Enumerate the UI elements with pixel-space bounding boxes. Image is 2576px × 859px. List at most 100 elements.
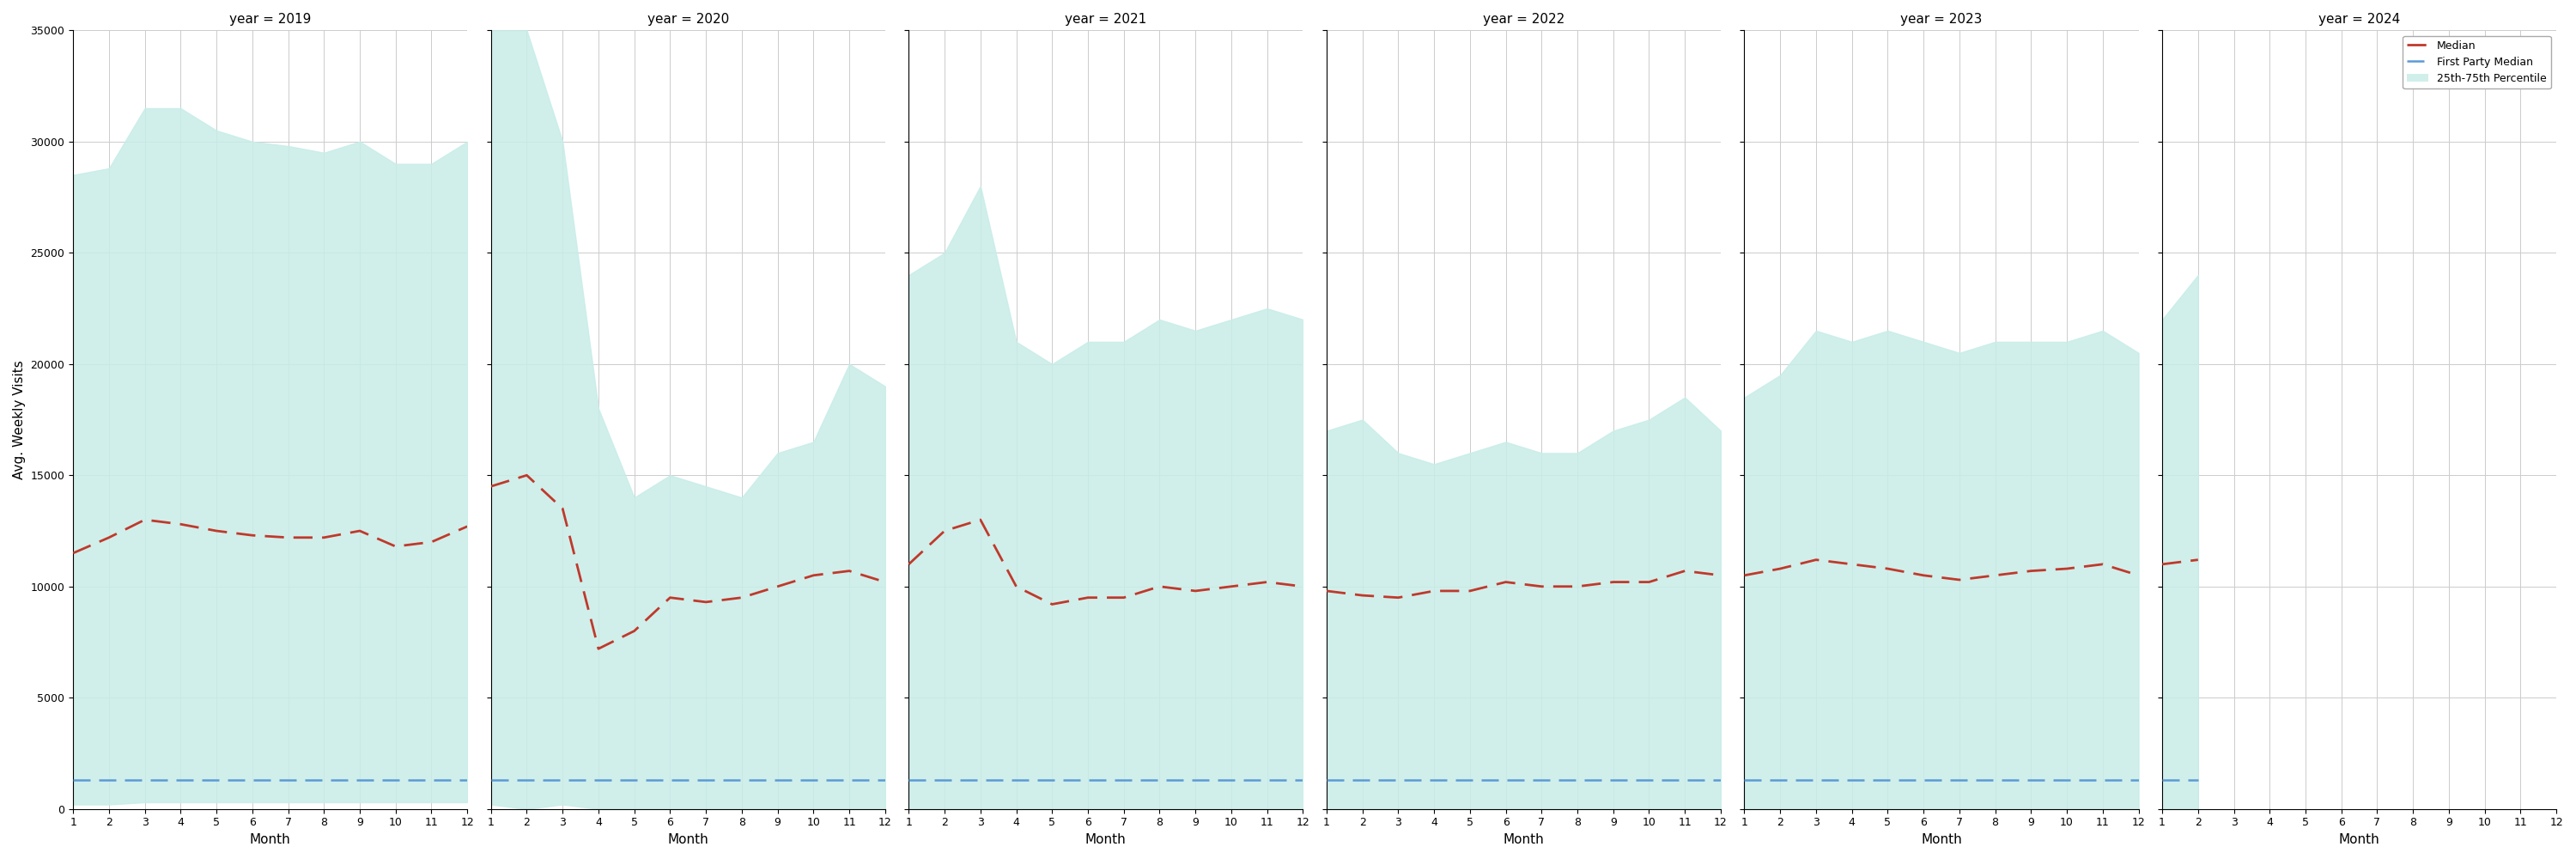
Median — [1347, 590, 1378, 600]
Median — [1419, 586, 1450, 596]
Median — [690, 597, 721, 607]
First Party Median — [2123, 775, 2154, 785]
Median — [1108, 593, 1139, 603]
First Party Median — [273, 775, 304, 785]
Median — [1837, 559, 1868, 570]
First Party Median — [1216, 775, 1247, 785]
Median — [451, 521, 482, 532]
Median — [309, 533, 340, 543]
Median — [57, 548, 88, 558]
First Party Median — [477, 775, 507, 785]
Median — [1561, 582, 1592, 592]
Median — [2014, 566, 2045, 576]
First Party Median — [201, 775, 232, 785]
First Party Median — [2014, 775, 2045, 785]
Median — [129, 515, 160, 525]
First Party Median — [1909, 775, 1940, 785]
X-axis label: Month: Month — [1084, 833, 1126, 846]
Median — [1525, 582, 1556, 592]
First Party Median — [345, 775, 376, 785]
First Party Median — [582, 775, 613, 785]
First Party Median — [451, 775, 482, 785]
First Party Median — [381, 775, 412, 785]
First Party Median — [1765, 775, 1795, 785]
Line: Median: Median — [1327, 571, 1721, 598]
First Party Median — [894, 775, 925, 785]
Median — [345, 526, 376, 536]
First Party Median — [1633, 775, 1664, 785]
First Party Median — [2087, 775, 2117, 785]
Median — [381, 541, 412, 551]
X-axis label: Month: Month — [1922, 833, 1963, 846]
First Party Median — [129, 775, 160, 785]
Y-axis label: Avg. Weekly Visits: Avg. Weekly Visits — [13, 360, 26, 479]
First Party Median — [309, 775, 340, 785]
First Party Median — [1252, 775, 1283, 785]
First Party Median — [2050, 775, 2081, 785]
First Party Median — [1873, 775, 1904, 785]
Line: Median: Median — [492, 475, 886, 649]
Median — [1383, 593, 1414, 603]
First Party Median — [799, 775, 829, 785]
Median — [1597, 577, 1628, 588]
First Party Median — [1347, 775, 1378, 785]
Median — [1728, 570, 1759, 581]
Median — [2182, 555, 2213, 565]
Median — [618, 626, 649, 637]
Median — [273, 533, 304, 543]
Median — [2123, 570, 2154, 581]
First Party Median — [1180, 775, 1211, 785]
First Party Median — [1525, 775, 1556, 785]
Median — [1252, 577, 1283, 588]
Median — [1492, 577, 1522, 588]
Median — [1311, 586, 1342, 596]
Title: year = 2024: year = 2024 — [2318, 13, 2401, 26]
First Party Median — [1383, 775, 1414, 785]
Median — [1705, 570, 1736, 581]
First Party Median — [1036, 775, 1066, 785]
Title: year = 2019: year = 2019 — [229, 13, 312, 26]
Median — [546, 503, 577, 514]
Median — [201, 526, 232, 536]
X-axis label: Month: Month — [250, 833, 291, 846]
Title: year = 2022: year = 2022 — [1484, 13, 1564, 26]
Median — [2146, 559, 2177, 570]
Title: year = 2023: year = 2023 — [1901, 13, 1984, 26]
Median — [1036, 599, 1066, 609]
First Party Median — [930, 775, 961, 785]
Median — [510, 470, 541, 480]
First Party Median — [690, 775, 721, 785]
Median — [477, 481, 507, 491]
First Party Median — [1144, 775, 1175, 785]
Median — [1765, 564, 1795, 574]
First Party Median — [237, 775, 268, 785]
First Party Median — [1072, 775, 1103, 785]
First Party Median — [835, 775, 866, 785]
Median — [1873, 564, 1904, 574]
Median — [762, 582, 793, 592]
First Party Median — [1728, 775, 1759, 785]
Title: year = 2021: year = 2021 — [1064, 13, 1146, 26]
First Party Median — [1311, 775, 1342, 785]
X-axis label: Month: Month — [2339, 833, 2380, 846]
Line: Median: Median — [2161, 560, 2197, 564]
Median — [1288, 582, 1319, 592]
Line: Median: Median — [1744, 560, 2138, 580]
Median — [237, 530, 268, 540]
Median — [1180, 586, 1211, 596]
First Party Median — [1801, 775, 1832, 785]
First Party Median — [1002, 775, 1033, 785]
Median — [165, 519, 196, 529]
First Party Median — [1492, 775, 1522, 785]
Median — [93, 533, 124, 543]
First Party Median — [415, 775, 446, 785]
Title: year = 2020: year = 2020 — [647, 13, 729, 26]
X-axis label: Month: Month — [1504, 833, 1543, 846]
First Party Median — [1561, 775, 1592, 785]
Median — [1455, 586, 1486, 596]
First Party Median — [57, 775, 88, 785]
Median — [2087, 559, 2117, 570]
First Party Median — [93, 775, 124, 785]
First Party Median — [654, 775, 685, 785]
Median — [1144, 582, 1175, 592]
